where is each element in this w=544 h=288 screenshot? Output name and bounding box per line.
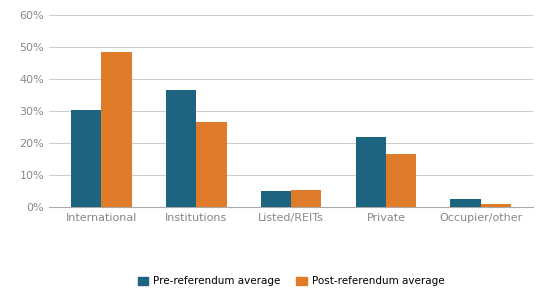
Bar xyxy=(291,190,322,207)
Bar xyxy=(166,90,196,207)
Bar xyxy=(386,154,416,207)
Bar xyxy=(261,191,291,207)
Bar xyxy=(481,204,511,207)
Bar xyxy=(196,122,226,207)
Bar xyxy=(356,137,386,207)
Bar xyxy=(450,199,481,207)
Bar xyxy=(71,110,101,207)
Legend: Pre-referendum average, Post-referendum average: Pre-referendum average, Post-referendum … xyxy=(133,272,449,288)
Bar xyxy=(101,52,132,207)
